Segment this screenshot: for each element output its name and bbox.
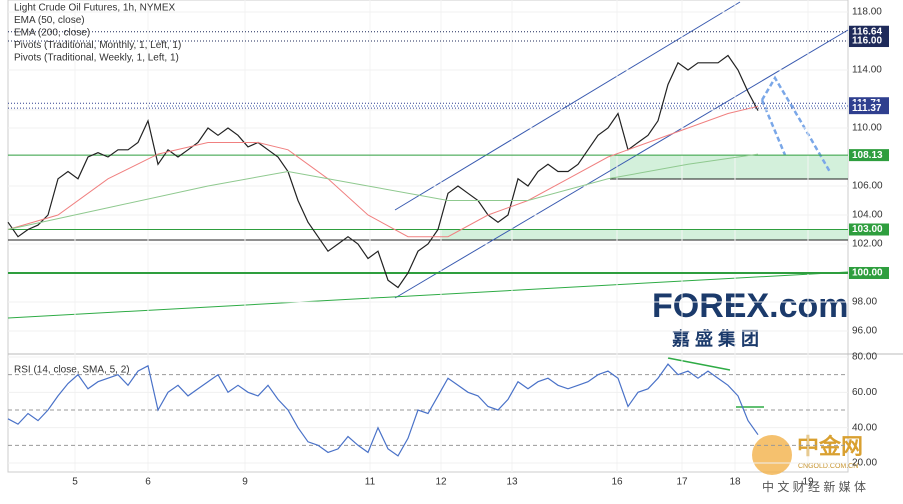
- x-tick-label: 12: [435, 477, 447, 488]
- series-line: [7, 153, 759, 230]
- y-tick-label: 118.00: [852, 7, 882, 18]
- level-label: 108.13: [852, 150, 883, 161]
- y-tick-label: 60.00: [852, 387, 877, 398]
- y-tick-label: 102.00: [852, 239, 883, 250]
- y-tick-label: 20.00: [852, 458, 877, 469]
- x-tick-label: 13: [506, 477, 518, 488]
- channel-line: [394, 29, 849, 299]
- x-tick-label: 19: [802, 477, 814, 488]
- panel-title: RSI (14, close, SMA, 5, 2): [14, 365, 130, 376]
- y-tick-label: 96.00: [852, 326, 877, 337]
- level-badge: [849, 102, 889, 115]
- x-tick-label: 11: [365, 477, 376, 488]
- zone: [440, 229, 848, 240]
- site-logo: [752, 435, 792, 475]
- y-tick-label: 98.00: [852, 297, 877, 308]
- y-tick-label: 40.00: [852, 422, 877, 433]
- legend-entry: EMA (200, close): [14, 28, 90, 39]
- legend-entry: EMA (50, close): [14, 15, 85, 26]
- level-label: 116.00: [852, 36, 882, 47]
- level-label: 103.00: [852, 224, 883, 235]
- x-tick-label: 18: [729, 477, 741, 488]
- brand-subtitle: 嘉 盛 集 团: [671, 328, 759, 349]
- level-badge: [849, 25, 889, 38]
- x-tick-label: 5: [72, 477, 78, 488]
- site-url: CNGOLD.COM.CN: [798, 463, 858, 470]
- legend-entry: Pivots (Traditional, Monthly, 1, Left, 1…: [14, 40, 181, 51]
- x-tick-label: 6: [145, 477, 151, 488]
- site-slogan: 中 文 财 经 新 媒 体: [762, 479, 866, 494]
- legend-entry: Light Crude Oil Futures, 1h, NYMEX: [14, 3, 176, 14]
- level-label: 111.37: [852, 103, 882, 114]
- brand-logo: FOREX.com: [652, 287, 848, 325]
- legend-entry: Pivots (Traditional, Weekly, 1, Left, 1): [14, 53, 179, 64]
- series-line: [7, 363, 759, 457]
- forecast-arrow: [760, 75, 832, 173]
- divergence-line: [667, 357, 731, 371]
- site-name: 中金网: [797, 434, 863, 459]
- level-label: 100.00: [852, 268, 883, 279]
- series-line: [7, 105, 759, 238]
- y-tick-label: 114.00: [852, 65, 882, 76]
- y-tick-label: 104.00: [852, 210, 883, 221]
- y-tick-label: 80.00: [852, 352, 877, 363]
- x-tick-label: 17: [676, 477, 688, 488]
- y-tick-label: 110.00: [852, 123, 882, 134]
- level-badge: [849, 266, 889, 279]
- forecast-arrow: [760, 99, 787, 156]
- level-badge: [849, 223, 889, 236]
- level-label: 116.64: [852, 26, 882, 37]
- level-badge: [849, 149, 889, 162]
- x-tick-label: 9: [242, 477, 248, 488]
- y-tick-label: 106.00: [852, 181, 883, 192]
- level-badge: [849, 35, 889, 48]
- series-line: [7, 54, 759, 289]
- x-tick-label: 16: [611, 477, 623, 488]
